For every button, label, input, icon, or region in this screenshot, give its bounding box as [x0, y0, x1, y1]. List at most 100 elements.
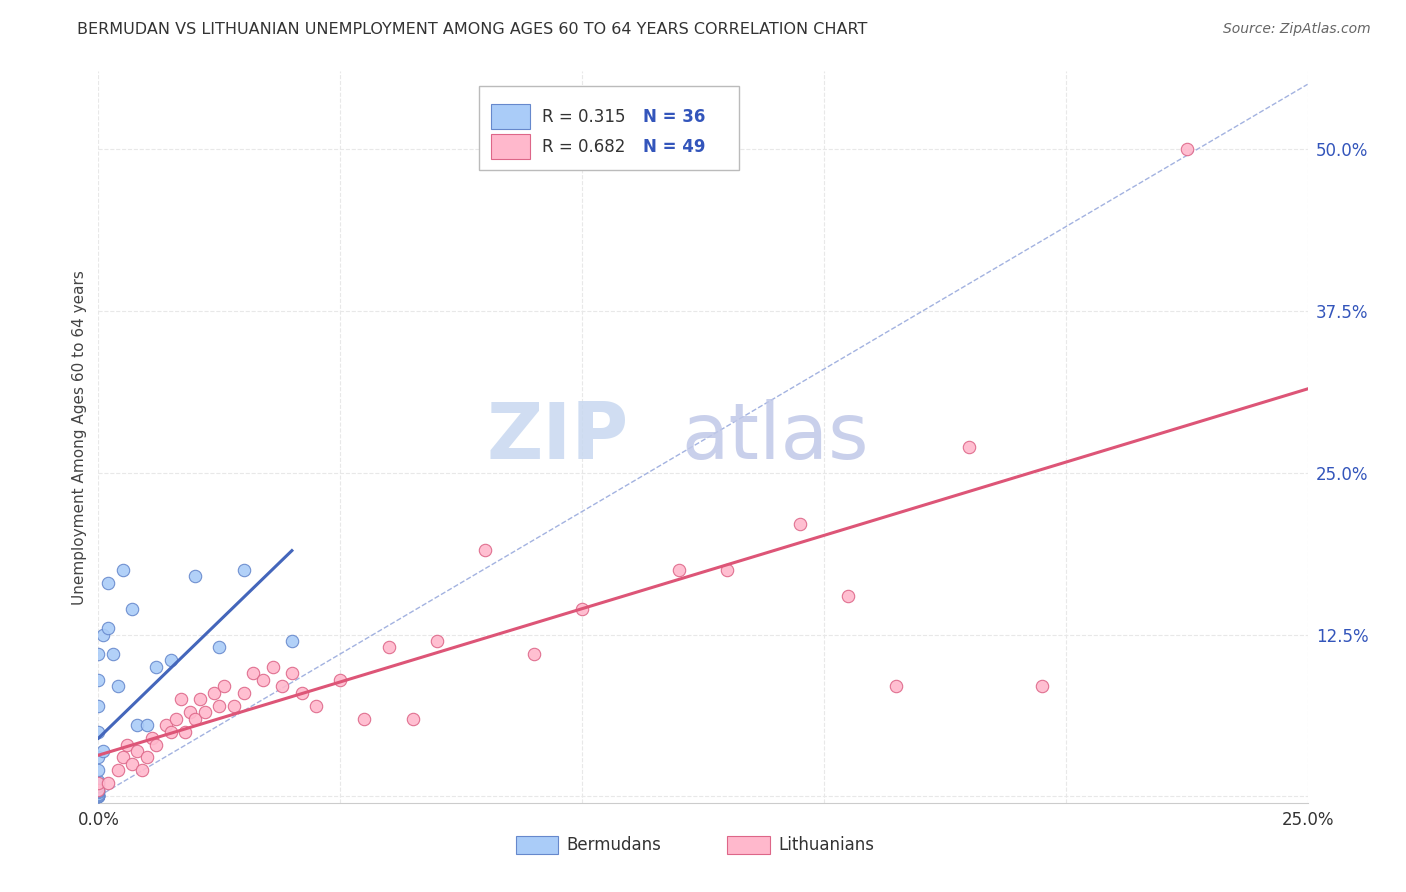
Point: [668, 563, 690, 577]
Point: [121, 756, 143, 771]
Point: [281, 666, 304, 681]
Point: [145, 738, 167, 752]
Point: [252, 673, 274, 687]
Point: [232, 686, 254, 700]
Point: [160, 653, 183, 667]
Point: [145, 660, 167, 674]
Point: [87, 782, 110, 797]
Point: [111, 750, 134, 764]
Text: Source: ZipAtlas.com: Source: ZipAtlas.com: [1223, 22, 1371, 37]
Point: [169, 692, 191, 706]
Bar: [516, 836, 558, 854]
Point: [87, 647, 110, 661]
Point: [117, 738, 139, 752]
Point: [208, 640, 231, 655]
Point: [87, 789, 110, 804]
Bar: [492, 104, 530, 129]
Point: [135, 718, 157, 732]
Point: [87, 787, 110, 801]
Point: [87, 764, 110, 778]
Text: BERMUDAN VS LITHUANIAN UNEMPLOYMENT AMONG AGES 60 TO 64 YEARS CORRELATION CHART: BERMUDAN VS LITHUANIAN UNEMPLOYMENT AMON…: [77, 22, 868, 37]
Point: [127, 744, 149, 758]
Point: [135, 750, 157, 764]
Point: [184, 712, 207, 726]
Point: [87, 789, 110, 804]
Point: [87, 724, 110, 739]
Bar: [727, 836, 769, 854]
Point: [222, 698, 245, 713]
Point: [91, 744, 114, 758]
Point: [87, 773, 110, 788]
Point: [1175, 142, 1198, 156]
Point: [111, 563, 134, 577]
Point: [523, 647, 546, 661]
Point: [377, 640, 399, 655]
Point: [97, 621, 120, 635]
Point: [91, 627, 114, 641]
Point: [789, 517, 811, 532]
Point: [87, 779, 110, 793]
Point: [87, 789, 110, 804]
Point: [87, 673, 110, 687]
Point: [208, 698, 231, 713]
Text: R = 0.315: R = 0.315: [543, 108, 626, 126]
Point: [212, 679, 235, 693]
Point: [232, 563, 254, 577]
Bar: [492, 135, 530, 159]
Point: [87, 784, 110, 798]
Point: [131, 764, 153, 778]
Point: [174, 724, 197, 739]
Point: [262, 660, 284, 674]
Point: [87, 698, 110, 713]
Point: [87, 789, 110, 804]
Point: [281, 634, 304, 648]
Point: [101, 647, 124, 661]
Text: R = 0.682: R = 0.682: [543, 137, 626, 156]
Text: atlas: atlas: [682, 399, 869, 475]
Point: [107, 764, 129, 778]
Point: [121, 601, 143, 615]
Point: [474, 543, 496, 558]
Point: [194, 705, 217, 719]
Point: [107, 679, 129, 693]
Point: [305, 698, 328, 713]
Point: [127, 718, 149, 732]
Point: [87, 781, 110, 796]
Point: [87, 776, 110, 790]
Point: [188, 692, 211, 706]
Point: [1031, 679, 1053, 693]
Point: [160, 724, 183, 739]
Point: [141, 731, 163, 745]
Point: [290, 686, 312, 700]
Text: Lithuanians: Lithuanians: [778, 836, 875, 855]
Point: [242, 666, 264, 681]
Point: [837, 589, 859, 603]
Point: [329, 673, 352, 687]
Point: [87, 750, 110, 764]
Text: Bermudans: Bermudans: [567, 836, 661, 855]
Point: [353, 712, 375, 726]
Text: ZIP: ZIP: [486, 399, 628, 475]
FancyBboxPatch shape: [479, 86, 740, 170]
Point: [87, 789, 110, 804]
Point: [165, 712, 187, 726]
Point: [426, 634, 449, 648]
Point: [957, 440, 980, 454]
Point: [87, 782, 110, 797]
Point: [87, 785, 110, 799]
Point: [204, 686, 226, 700]
Point: [886, 679, 908, 693]
Point: [571, 601, 593, 615]
Point: [402, 712, 425, 726]
Point: [179, 705, 201, 719]
Point: [97, 575, 120, 590]
Point: [87, 788, 110, 802]
Text: N = 36: N = 36: [643, 108, 704, 126]
Text: N = 49: N = 49: [643, 137, 704, 156]
Point: [155, 718, 177, 732]
Point: [184, 569, 207, 583]
Point: [271, 679, 294, 693]
Point: [97, 776, 120, 790]
Point: [716, 563, 738, 577]
Point: [87, 776, 110, 790]
